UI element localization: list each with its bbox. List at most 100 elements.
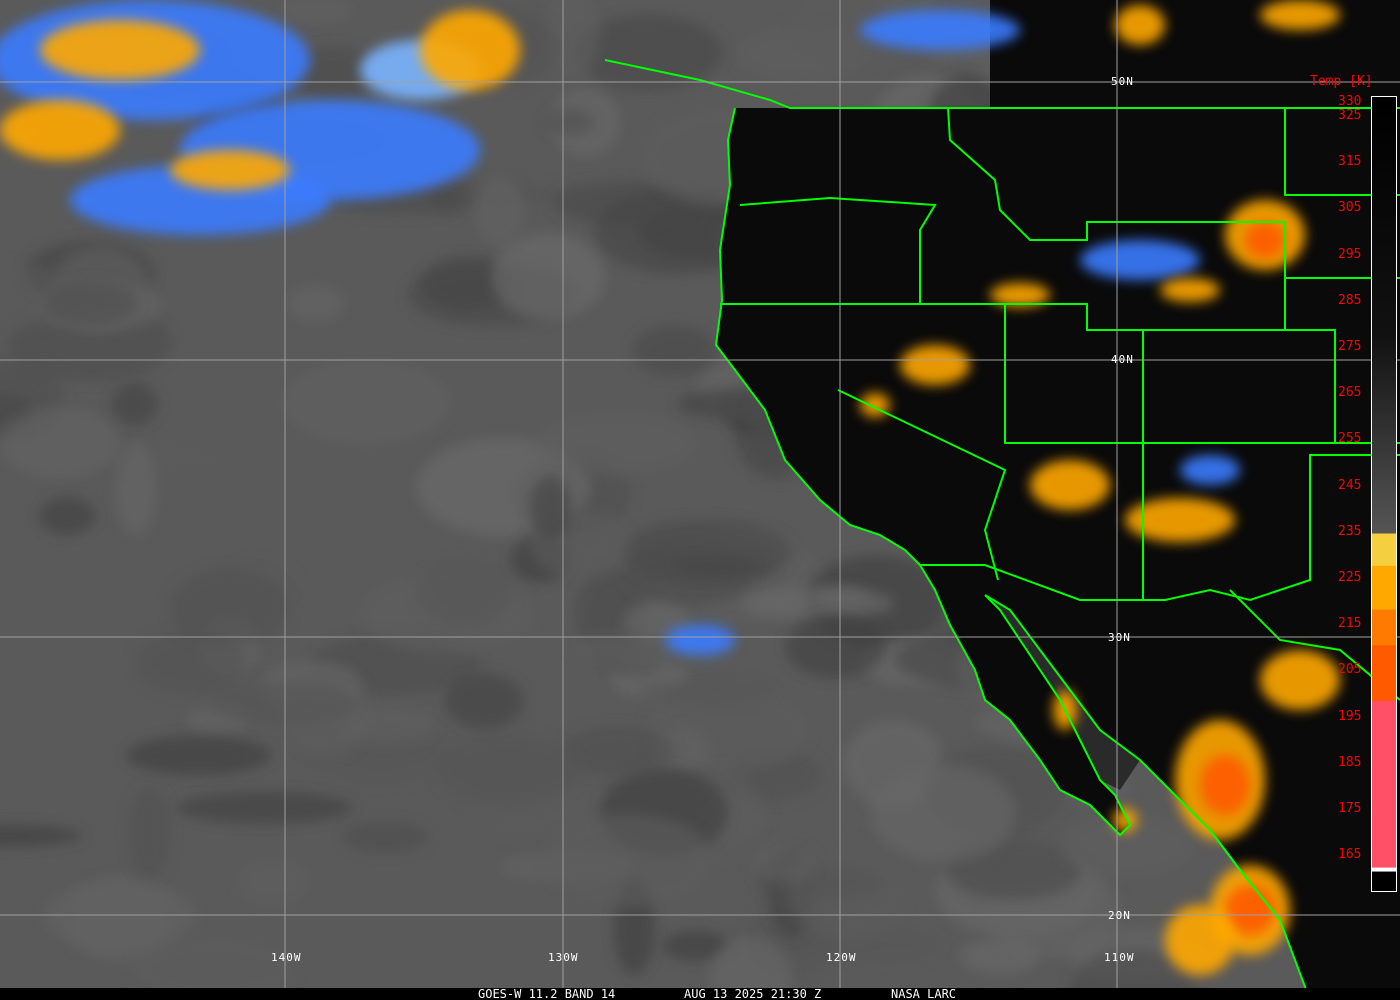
cloud-cell [40, 20, 200, 80]
cloud-texture [742, 586, 895, 621]
border-line [1004, 304, 1335, 444]
cloud-texture [785, 614, 886, 679]
cloud-cell [1125, 498, 1235, 542]
cloud-cell [1245, 222, 1285, 258]
cloud-texture [207, 681, 356, 726]
cloud-texture [491, 233, 605, 320]
cloud-texture [545, 0, 601, 80]
cloud-cell [1180, 455, 1240, 485]
cloud-cell [1160, 278, 1220, 302]
cloud-texture [127, 786, 171, 880]
border-line [604, 59, 1400, 109]
cloud-texture [176, 791, 353, 824]
colorbar-tick-label: 175 [1338, 801, 1362, 816]
border-line [920, 454, 1400, 602]
cloud-cell [990, 283, 1050, 307]
cloud-texture [111, 382, 158, 426]
cloud-cell [1030, 460, 1110, 510]
cloud-texture [428, 176, 470, 215]
cloud-texture [543, 108, 594, 136]
cloud-texture [237, 857, 311, 908]
cloud-texture [444, 673, 524, 729]
cloud-texture [0, 407, 121, 479]
colorbar-tick-label: 265 [1338, 385, 1362, 401]
coastline [714, 107, 1281, 921]
lon-label-130w: 130W [548, 951, 579, 964]
cloud-cell [1260, 0, 1340, 30]
border-line [1284, 108, 1400, 196]
lat-label-30n: 30N [1108, 631, 1131, 644]
colorbar-tick-label: 305 [1338, 200, 1362, 216]
cloud-texture [631, 324, 719, 377]
cloud-cell [420, 10, 520, 90]
cloud-texture [1069, 949, 1198, 1000]
border-line [947, 107, 1286, 330]
cloud-cell [1260, 650, 1340, 710]
lon-label-110w: 110W [1104, 951, 1135, 964]
cloud-texture [38, 497, 96, 535]
colorbar-tick-label: 325 [1338, 108, 1362, 123]
cloud-texture [279, 0, 355, 24]
cloud-cell [1200, 755, 1250, 815]
image-caption: GOES-W 11.2 BAND 14 AUG 13 2025 21:30 Z … [0, 988, 1400, 1000]
cloud-texture [869, 764, 1016, 862]
cloud-texture [960, 938, 1040, 975]
cloud-texture [115, 442, 157, 536]
cloud-texture [131, 936, 296, 1000]
colorbar-tick-label: 245 [1338, 477, 1362, 493]
caption-datetime: AUG 13 2025 21:30 Z [684, 987, 822, 1000]
colorbar-tick-label: 235 [1338, 523, 1362, 539]
cloud-texture [562, 725, 676, 777]
cloud-texture [287, 45, 380, 101]
cloud-texture [575, 14, 723, 91]
cloud-texture [0, 824, 83, 848]
cloud-cell [1113, 808, 1137, 832]
cloud-cell [900, 345, 970, 385]
lat-label-20n: 20N [1108, 909, 1131, 922]
cloud-texture [420, 256, 512, 311]
political-borders [604, 59, 1400, 1000]
cloud-texture [282, 360, 450, 445]
colorbar-tick-label: 330 [1338, 94, 1362, 109]
cloud-cell [1080, 240, 1200, 280]
colorbar-tick-label: 295 [1338, 246, 1362, 262]
border-line [1229, 589, 1400, 701]
cloud-cell [1165, 905, 1235, 975]
cloud-cell [665, 625, 735, 655]
cloud-cell [0, 100, 120, 160]
colorbar-tick-label: 165 [1338, 847, 1362, 863]
colorbar-tick-label: 195 [1338, 708, 1362, 724]
cloud-texture [45, 280, 138, 326]
cloud-texture [673, 556, 776, 579]
cloud-texture [125, 735, 272, 776]
colorbar-tick-label: 185 [1338, 754, 1362, 770]
cloud-texture [662, 930, 730, 962]
caption-product: GOES-W 11.2 BAND 14 [478, 987, 616, 1000]
colorbar-tick-label: 225 [1338, 570, 1362, 585]
lon-label-140w: 140W [271, 951, 302, 964]
cloud-texture [342, 821, 429, 854]
cloud-cell [860, 10, 1020, 50]
colorbar-title: Temp [K] [1310, 74, 1373, 89]
cloud-texture [750, 841, 816, 884]
border-line [739, 196, 937, 304]
cloud-texture [435, 732, 581, 809]
colorbar-tick-label: 315 [1338, 154, 1362, 170]
colorbar-tick-label: 285 [1338, 292, 1362, 308]
colorbar-tick-label: 215 [1338, 616, 1362, 632]
cloud-texture [709, 936, 793, 1000]
colorbar-tick-label: 205 [1338, 662, 1362, 678]
cloud-cell [170, 150, 290, 190]
cloud-texture [535, 410, 698, 476]
colorbar-tick-label: 255 [1338, 431, 1362, 447]
cloud-cell [1115, 5, 1165, 45]
caption-source: NASA LARC [891, 987, 957, 1000]
colorbar-tick-label: 275 [1338, 339, 1362, 354]
cloud-texture [545, 813, 714, 908]
cloud-texture [1060, 812, 1196, 879]
cloud-texture [65, 876, 176, 963]
cloud-tops [0, 0, 1340, 975]
